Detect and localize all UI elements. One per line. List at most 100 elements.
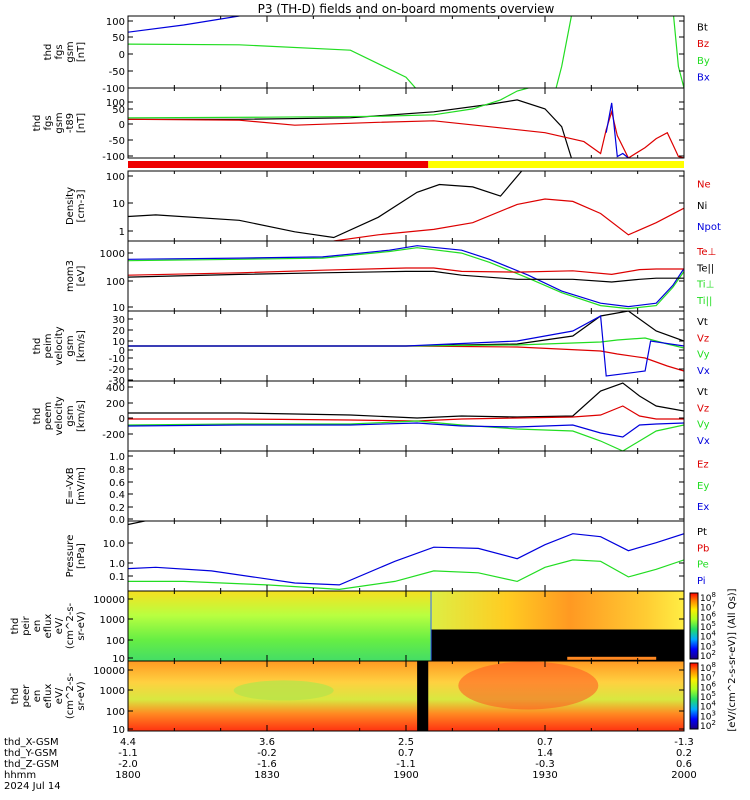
legend-1: Pb xyxy=(697,543,709,554)
y-axis-label: [km/s] xyxy=(76,400,87,432)
colorbar-tick-exp: 5 xyxy=(711,690,715,698)
panel-frame xyxy=(127,520,685,592)
y-tick-label: -50 xyxy=(109,67,125,78)
colorbar-swatch xyxy=(689,662,699,730)
panel-e_field: 1.0 0.8 0.60.4 0.20.0 E=-VxB [mV/m] Ez Ey Ex xyxy=(65,450,709,526)
ion-spectrogram-left xyxy=(128,591,432,661)
y-axis-label: en xyxy=(32,690,43,703)
y-axis-label: gsm xyxy=(54,112,65,133)
x-axis-value: -1.1 xyxy=(118,748,138,759)
y-axis-label: eflux xyxy=(43,684,54,709)
x-axis-row-label: thd_X-GSM xyxy=(4,737,59,748)
colorbar-tick-base: 10 xyxy=(700,633,712,643)
panel-peir_en_eflux: 10000 1000 100 10 thd peir en eflux eV/(cm^2-s-s… xyxy=(10,590,685,665)
y-axis-label: peem xyxy=(43,402,54,430)
y-axis-label: sr-eV) xyxy=(76,611,87,640)
colorbar-tick-exp: 5 xyxy=(711,620,715,628)
series-Te-line xyxy=(128,267,684,276)
legend-1: Ey xyxy=(697,481,709,492)
y-axis-label: Density xyxy=(65,187,76,225)
legend-0: Pt xyxy=(697,527,707,538)
y-tick-label: -30 xyxy=(109,376,125,387)
ion-spectrogram-band xyxy=(567,656,657,660)
colorbar-tick-label: 106 xyxy=(700,610,716,623)
y-tick-label: 1000 xyxy=(100,686,125,697)
series-Pt-line xyxy=(128,521,150,526)
y-axis-label: thd xyxy=(10,688,21,705)
x-axis-value: 2.5 xyxy=(398,737,414,748)
colorbar-tick-label: 102 xyxy=(700,719,716,732)
colorbar-tick-base: 10 xyxy=(700,703,712,713)
colorbar-tick-exp: 2 xyxy=(711,649,715,657)
y-axis-label: gsm xyxy=(65,405,76,426)
y-tick-label: -200 xyxy=(102,430,125,441)
y-tick-label: 10000 xyxy=(93,666,125,677)
y-axis-label: thd xyxy=(10,618,21,635)
colorbar-tick-exp: 3 xyxy=(711,639,715,647)
y-tick-label: 1000 xyxy=(100,249,125,260)
y-tick-label: 50 xyxy=(112,105,125,116)
electron-spectrogram xyxy=(128,661,684,731)
colorbar-tick-base: 10 xyxy=(700,613,712,623)
legend-0: Vt xyxy=(697,387,708,398)
y-tick-label: 200 xyxy=(106,399,125,410)
x-axis-value: -0.2 xyxy=(257,748,277,759)
chart-title: P3 (TH-D) fields and on-board moments ov… xyxy=(258,2,555,16)
legend-1: Vz xyxy=(697,333,709,344)
x-axis-row-label: 2024 Jul 14 xyxy=(4,781,61,792)
x-axis-value: 1930 xyxy=(532,770,557,781)
series-By-line xyxy=(555,16,573,88)
colorbar-tick-label: 106 xyxy=(700,680,716,693)
electron-spectrogram-blob xyxy=(233,680,334,701)
colorbar-tick-label: 104 xyxy=(700,630,716,643)
series-Ne-line xyxy=(257,198,684,241)
y-tick-label: 30 xyxy=(112,315,125,326)
y-tick-label: 0 xyxy=(119,120,125,131)
y-tick-label: 0.0 xyxy=(109,515,125,526)
legend-2: Ex xyxy=(697,502,709,513)
y-axis-label: fgs xyxy=(54,44,65,59)
y-axis-label: thd xyxy=(32,115,43,132)
colorbar-tick-base: 10 xyxy=(700,693,712,703)
y-tick-label: 10000 xyxy=(93,595,125,606)
colorbar-swatch xyxy=(689,592,699,660)
y-axis-label: [nT] xyxy=(76,113,87,133)
x-axis-value: 0.7 xyxy=(398,748,414,759)
colorbar-tick-base: 10 xyxy=(700,594,712,604)
y-tick-label: 10 xyxy=(112,199,125,210)
electron-data-gap xyxy=(417,661,429,731)
y-axis-label: (cm^2-s- xyxy=(65,672,76,719)
y-tick-label: 10 xyxy=(112,654,125,665)
y-axis-label: velocity xyxy=(54,326,65,365)
series-Vx-line xyxy=(128,422,684,438)
y-tick-label: 0.1 xyxy=(109,572,125,583)
series-Bx-line xyxy=(128,16,242,33)
panel-moments_temperature: 1000 100 10 mom3 [eV] Te⊥ Te|| Ti⊥ Ti|| xyxy=(65,240,716,314)
series-green-line xyxy=(128,88,531,119)
y-tick-label: 1.0 xyxy=(109,452,125,463)
x-axis-value: 1830 xyxy=(254,770,279,781)
colorbar-tick-label: 105 xyxy=(700,620,716,633)
x-axis-value: 3.6 xyxy=(259,737,275,748)
y-axis-label: velocity xyxy=(54,396,65,435)
colorbar-tick-base: 10 xyxy=(700,683,712,693)
y-tick-label: 10 xyxy=(112,303,125,314)
colorbar-tick-exp: 6 xyxy=(711,680,716,688)
colorbar-tick-base: 10 xyxy=(700,604,712,614)
y-axis-label: eflux xyxy=(43,614,54,639)
electron-spectrogram-hot xyxy=(458,661,599,710)
colorbar-tick-exp: 4 xyxy=(711,630,716,638)
series-Vz-line xyxy=(128,345,684,372)
y-tick-label: -10 xyxy=(109,354,125,365)
legend-0: Ez xyxy=(697,460,709,471)
x-axis-value: 0.6 xyxy=(676,759,692,770)
y-tick-label: 1.0 xyxy=(109,559,125,570)
colorbar-tick-label: 103 xyxy=(700,709,716,722)
y-tick-label: 20 xyxy=(112,326,125,337)
colorbar-tick-base: 10 xyxy=(700,623,712,633)
legend-2: Vy xyxy=(697,350,710,361)
